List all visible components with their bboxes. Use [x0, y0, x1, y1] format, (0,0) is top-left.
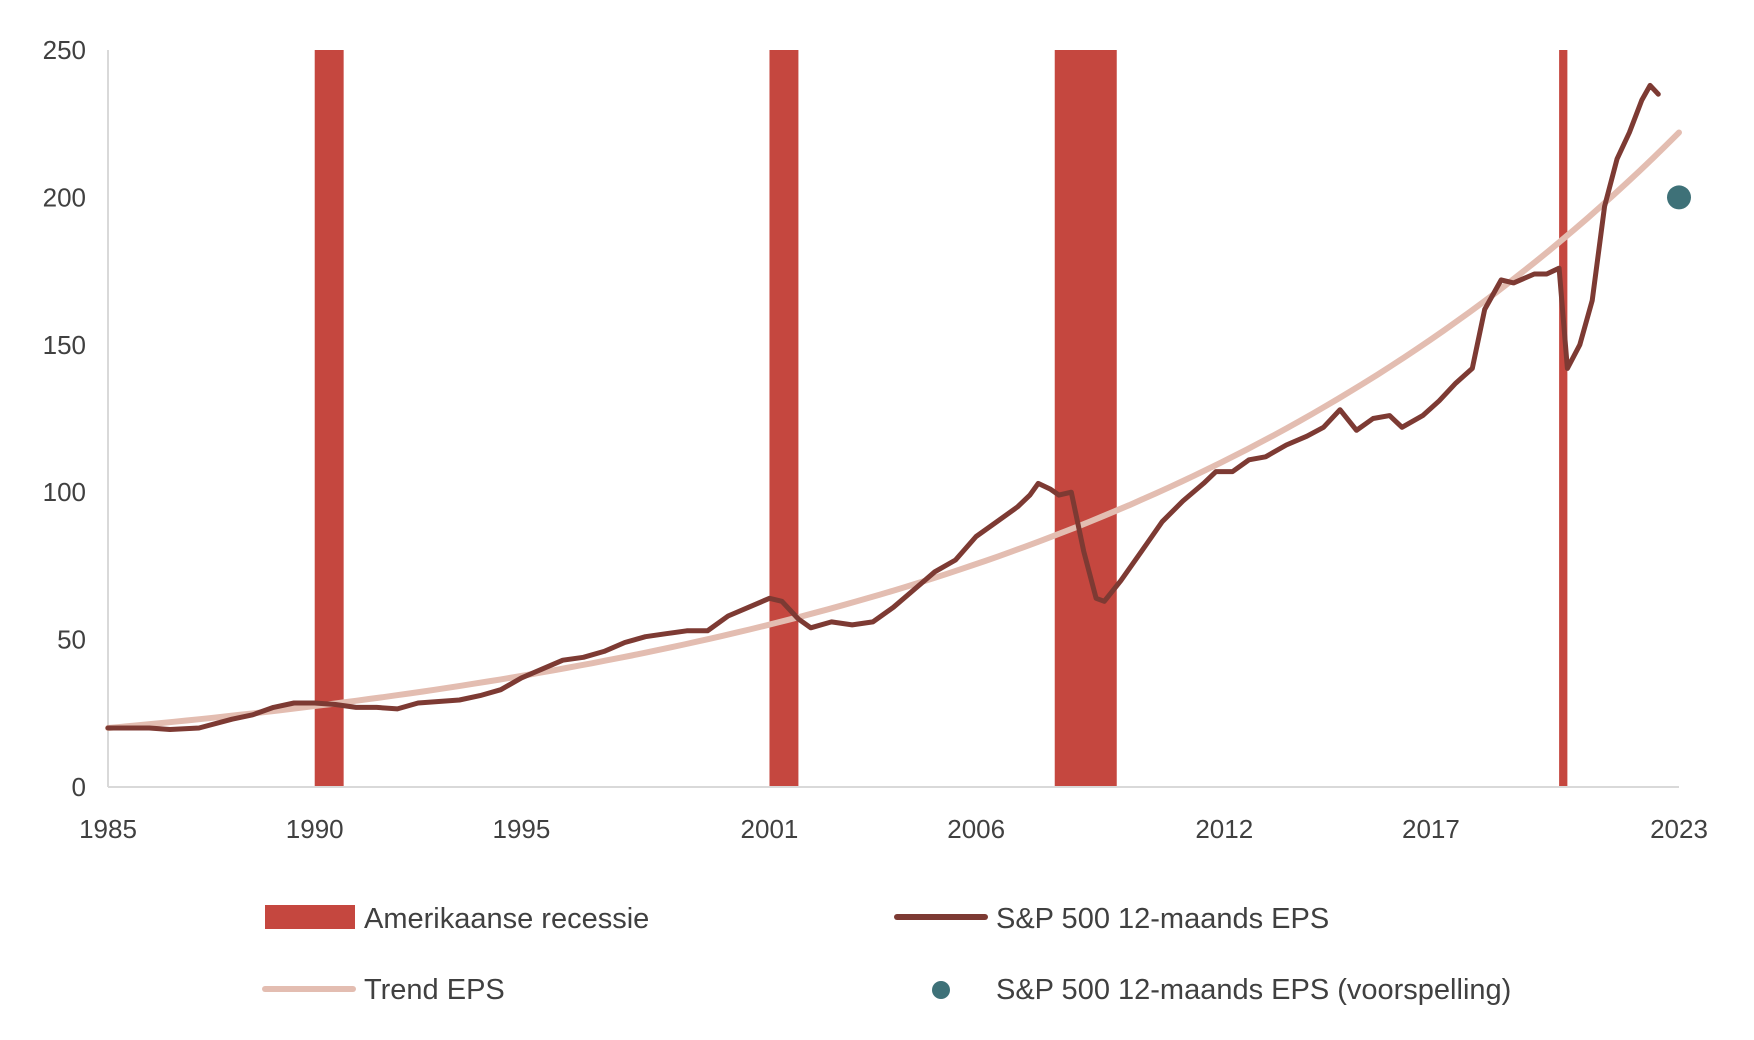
- recession-bar-0: [314, 50, 344, 787]
- y-tick-label: 250: [43, 35, 86, 65]
- recession-bars: [314, 50, 1568, 787]
- y-tick-label: 50: [57, 625, 86, 655]
- legend-label-recession: Amerikaanse recessie: [364, 903, 649, 935]
- x-tick-label: 1995: [492, 814, 550, 844]
- x-tick-label: 2006: [947, 814, 1005, 844]
- legend-label-trend: Trend EPS: [364, 974, 505, 1006]
- eps-line: [105, 82, 1661, 732]
- legend-swatch-forecast: [932, 981, 950, 999]
- x-tick-label: 1990: [286, 814, 344, 844]
- forecast-point: [1667, 185, 1691, 210]
- y-tick-label: 150: [43, 330, 86, 360]
- legend-swatch-recession: [265, 905, 355, 929]
- y-tick-label: 200: [43, 182, 86, 212]
- y-tick-label: 0: [72, 772, 86, 802]
- recession-bar-2: [1054, 50, 1117, 787]
- x-tick-label: 2017: [1402, 814, 1460, 844]
- trend-eps-line: [105, 129, 1682, 731]
- legend-label-forecast: S&P 500 12-maands EPS (voorspelling): [996, 974, 1511, 1006]
- recession-bar-3: [1559, 50, 1568, 787]
- legend-label-eps: S&P 500 12-maands EPS: [996, 903, 1329, 935]
- x-tick-label: 1985: [79, 814, 137, 844]
- x-tick-label: 2012: [1195, 814, 1253, 844]
- legend: Amerikaanse recessie S&P 500 12-maands E…: [262, 903, 1511, 1006]
- y-tick-labels: 0 50 100 150 200 250: [43, 35, 86, 802]
- series-lines: [105, 82, 1691, 732]
- y-tick-label: 100: [43, 477, 86, 507]
- recession-bar-1: [769, 50, 799, 787]
- x-tick-label: 2023: [1650, 814, 1708, 844]
- x-tick-label: 2001: [741, 814, 799, 844]
- x-tick-labels: 1985 1990 1995 2001 2006 2012 2017 2023: [79, 814, 1708, 844]
- axes: [107, 50, 1679, 788]
